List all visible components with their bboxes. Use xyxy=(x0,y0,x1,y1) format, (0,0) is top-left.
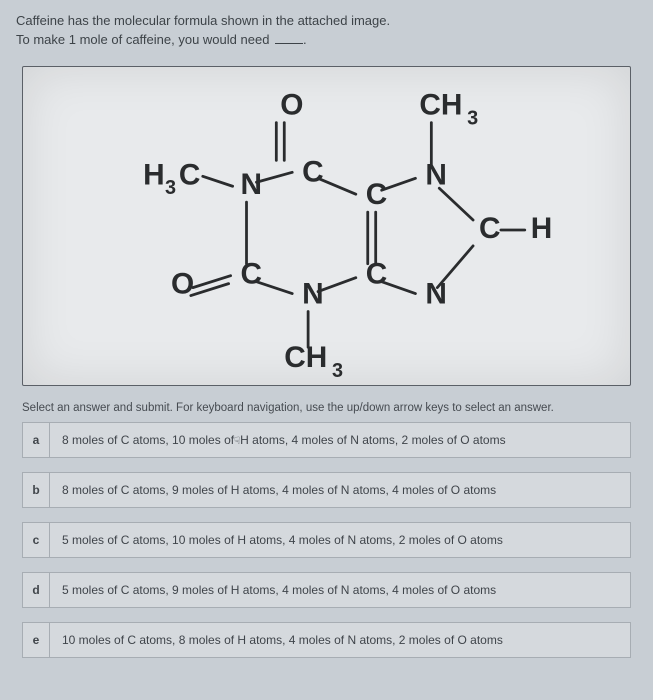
options-list: a8 moles of C atoms, 10 moles of ☟ H ato… xyxy=(22,422,631,658)
option-letter-a: a xyxy=(22,422,50,458)
svg-text:C: C xyxy=(479,212,501,245)
svg-text:3: 3 xyxy=(165,177,176,199)
cursor-icon: ☟ xyxy=(234,436,240,447)
option-letter-e: e xyxy=(22,622,50,658)
option-e[interactable]: e10 moles of C atoms, 8 moles of H atoms… xyxy=(22,622,631,658)
svg-text:H: H xyxy=(143,158,165,191)
svg-text:N: N xyxy=(302,277,324,310)
svg-text:C: C xyxy=(366,257,388,290)
svg-text:3: 3 xyxy=(467,107,478,129)
option-letter-b: b xyxy=(22,472,50,508)
prompt-line-2: To make 1 mole of caffeine, you would ne… xyxy=(16,31,637,50)
option-c[interactable]: c5 moles of C atoms, 10 moles of H atoms… xyxy=(22,522,631,558)
fill-blank xyxy=(275,43,303,44)
option-text-b: 8 moles of C atoms, 9 moles of H atoms, … xyxy=(50,472,631,508)
option-b[interactable]: b8 moles of C atoms, 9 moles of H atoms,… xyxy=(22,472,631,508)
option-letter-c: c xyxy=(22,522,50,558)
answer-instruction: Select an answer and submit. For keyboar… xyxy=(22,402,631,414)
option-d[interactable]: d5 moles of C atoms, 9 moles of H atoms,… xyxy=(22,572,631,608)
prompt-line-2-text: To make 1 mole of caffeine, you would ne… xyxy=(16,32,269,47)
svg-text:N: N xyxy=(241,168,263,201)
option-text-a: 8 moles of C atoms, 10 moles of ☟ H atom… xyxy=(50,422,631,458)
svg-text:C: C xyxy=(241,257,263,290)
svg-text:O: O xyxy=(280,88,303,121)
molecule-structure-panel: OCH3H3CNCCNCHOCNCNCH3 xyxy=(22,66,631,386)
molecule-svg: OCH3H3CNCCNCHOCNCNCH3 xyxy=(23,67,630,385)
svg-text:H: H xyxy=(531,212,553,245)
prompt-line-1: Caffeine has the molecular formula shown… xyxy=(16,12,637,31)
svg-text:N: N xyxy=(425,158,447,191)
prompt-suffix: . xyxy=(303,32,307,47)
option-text-c: 5 moles of C atoms, 10 moles of H atoms,… xyxy=(50,522,631,558)
svg-text:O: O xyxy=(171,267,194,300)
svg-text:3: 3 xyxy=(332,360,343,382)
svg-text:C: C xyxy=(179,158,201,191)
svg-text:CH: CH xyxy=(419,88,462,121)
option-text-e: 10 moles of C atoms, 8 moles of H atoms,… xyxy=(50,622,631,658)
svg-text:C: C xyxy=(366,178,388,211)
option-letter-d: d xyxy=(22,572,50,608)
svg-text:C: C xyxy=(302,155,324,188)
svg-text:CH: CH xyxy=(284,341,327,374)
option-text-d: 5 moles of C atoms, 9 moles of H atoms, … xyxy=(50,572,631,608)
question-prompt: Caffeine has the molecular formula shown… xyxy=(0,0,653,56)
svg-text:N: N xyxy=(425,277,447,310)
option-a[interactable]: a8 moles of C atoms, 10 moles of ☟ H ato… xyxy=(22,422,631,458)
